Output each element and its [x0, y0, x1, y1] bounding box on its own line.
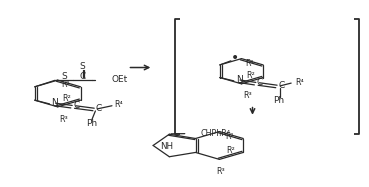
Text: OEt: OEt — [112, 75, 128, 84]
Text: Ph: Ph — [273, 96, 284, 105]
Text: R¹: R¹ — [245, 59, 254, 68]
Text: S: S — [61, 72, 67, 81]
Text: N: N — [236, 75, 242, 85]
Text: R²: R² — [63, 94, 72, 103]
Text: NH: NH — [160, 142, 173, 151]
Text: C: C — [79, 72, 86, 81]
Text: R²: R² — [246, 71, 255, 80]
Text: R¹: R¹ — [225, 132, 234, 141]
Text: R³: R³ — [243, 91, 252, 100]
Text: R⁴: R⁴ — [114, 100, 123, 109]
Text: R³: R³ — [216, 167, 224, 176]
Text: C: C — [73, 101, 80, 110]
Text: N: N — [51, 99, 58, 108]
Text: Ph: Ph — [86, 119, 97, 128]
Text: R¹: R¹ — [62, 80, 70, 89]
Text: S: S — [80, 62, 85, 71]
Text: C: C — [96, 104, 101, 113]
Text: C: C — [278, 81, 284, 90]
Text: •: • — [230, 51, 239, 65]
Text: R⁴: R⁴ — [295, 78, 304, 87]
Text: C: C — [257, 78, 263, 87]
Text: R²: R² — [227, 146, 235, 155]
Text: CHPhR⁴: CHPhR⁴ — [201, 129, 231, 138]
Text: R³: R³ — [59, 115, 68, 124]
